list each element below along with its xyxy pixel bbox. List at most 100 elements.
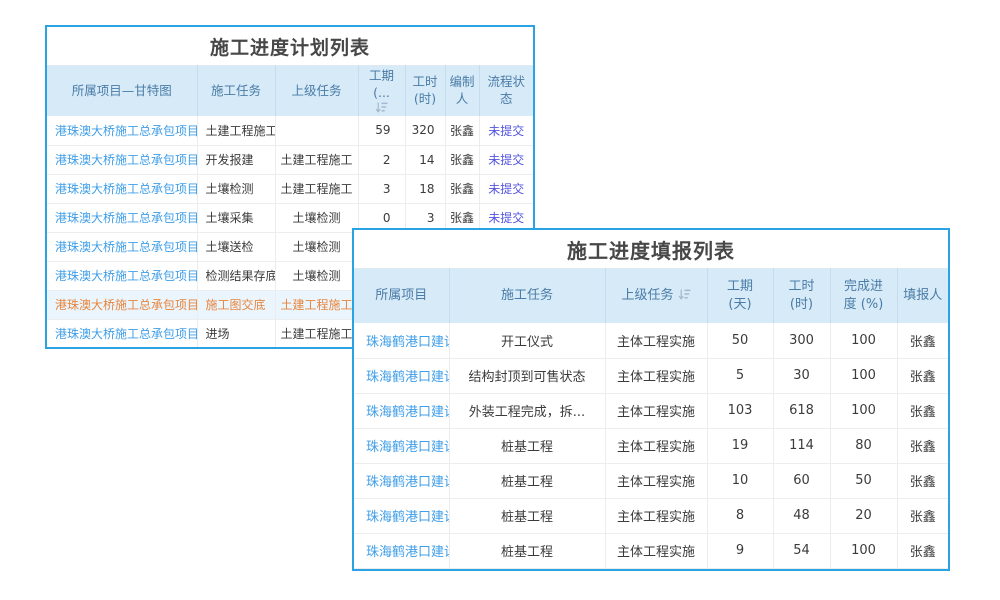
sort-icon[interactable] xyxy=(678,289,691,300)
author-cell: 张鑫 xyxy=(445,116,480,146)
project-link-cell[interactable]: 珠海鹤港口建设 xyxy=(354,323,450,359)
task-cell: 外装工程完成，拆... xyxy=(449,393,606,429)
report-header-row: 所属项目 施工任务 上级任务 工期 (天) 工时 (时) 完成进度 (%) 填报人 xyxy=(354,268,948,323)
progress-cell: 50 xyxy=(830,463,898,499)
parent-task-cell: 主体工程实施 xyxy=(605,428,708,464)
reporter-cell: 张鑫 xyxy=(897,393,948,429)
plan-header-row: 所属项目—甘特图 施工任务 上级任务 工期 (... 工时 (时) 编制人流程状态 xyxy=(47,65,533,116)
column-header: 所属项目—甘特图 xyxy=(47,65,198,116)
progress-cell: 100 xyxy=(830,393,898,429)
table-row[interactable]: 港珠澳大桥施工总承包项目 土建工程施工 59 320 张鑫 未提交 xyxy=(47,116,533,146)
parent-task-cell: 主体工程实施 xyxy=(605,323,708,359)
table-row[interactable]: 珠海鹤港口建设 结构封顶到可售状态 主体工程实施 5 30 100 张鑫 xyxy=(354,358,948,394)
project-link-cell[interactable]: 港珠澳大桥施工总承包项目 xyxy=(47,203,198,233)
project-link-cell[interactable]: 港珠澳大桥施工总承包项目 xyxy=(47,145,198,175)
author-cell: 张鑫 xyxy=(445,174,480,204)
progress-cell: 20 xyxy=(830,498,898,534)
status-cell[interactable]: 未提交 xyxy=(479,116,533,146)
duration-cell: 3 xyxy=(358,174,406,204)
duration-cell: 2 xyxy=(358,145,406,175)
table-row[interactable]: 珠海鹤港口建设 桩基工程 主体工程实施 8 48 20 张鑫 xyxy=(354,498,948,534)
plan-table: 所属项目—甘特图 施工任务 上级任务 工期 (... 工时 (时) 编制人流程状态 港珠澳大桥… xyxy=(47,65,533,347)
plan-list-card: 施工进度计划列表 所属项目—甘特图 施工任务 上级任务 工期 (... 工时 (时) 编制人流… xyxy=(45,25,535,349)
task-cell: 检测结果存底 xyxy=(197,261,276,291)
project-link-cell[interactable]: 港珠澳大桥施工总承包项目 xyxy=(47,174,198,204)
project-link-cell[interactable]: 珠海鹤港口建设 xyxy=(354,463,450,499)
table-row[interactable]: 珠海鹤港口建设 桩基工程 主体工程实施 9 54 100 张鑫 xyxy=(354,533,948,569)
column-header[interactable]: 工期 (... xyxy=(358,65,406,116)
task-cell: 开发报建 xyxy=(197,145,276,175)
hours-cell: 3 xyxy=(405,203,446,233)
plan-table-title: 施工进度计划列表 xyxy=(209,36,370,59)
project-link-cell[interactable]: 珠海鹤港口建设 xyxy=(354,533,450,569)
parent-task-cell: 土建工程施工 xyxy=(275,145,359,175)
column-header: 上级任务 xyxy=(275,65,359,116)
parent-task-cell: 主体工程实施 xyxy=(605,358,708,394)
task-cell: 桩基工程 xyxy=(449,533,606,569)
duration-cell: 8 xyxy=(707,498,774,534)
task-cell: 土壤采集 xyxy=(197,203,276,233)
table-row[interactable]: 珠海鹤港口建设 外装工程完成，拆... 主体工程实施 103 618 100 张鑫 xyxy=(354,393,948,429)
report-table: 所属项目 施工任务 上级任务 工期 (天) 工时 (时) 完成进度 (%) 填报人 珠海鹤港口建… xyxy=(354,268,948,569)
table-row[interactable]: 珠海鹤港口建设 桩基工程 主体工程实施 10 60 50 张鑫 xyxy=(354,463,948,499)
hours-cell: 14 xyxy=(405,145,446,175)
project-link-cell[interactable]: 港珠澳大桥施工总承包项目 xyxy=(47,116,198,146)
task-cell: 施工图交底 xyxy=(197,290,276,320)
column-header: 工期 (天) xyxy=(707,268,774,323)
duration-cell: 9 xyxy=(707,533,774,569)
status-cell[interactable]: 未提交 xyxy=(479,174,533,204)
parent-task-cell: 土建工程施工 xyxy=(275,174,359,204)
parent-task-cell: 土壤检测 xyxy=(275,203,359,233)
project-link-cell[interactable]: 珠海鹤港口建设 xyxy=(354,358,450,394)
hours-cell: 18 xyxy=(405,174,446,204)
status-cell[interactable]: 未提交 xyxy=(479,203,533,233)
table-row[interactable]: 港珠澳大桥施工总承包项目 土壤采集 土壤检测 0 3 张鑫 未提交 xyxy=(47,203,533,233)
report-table-title: 施工进度填报列表 xyxy=(567,238,735,263)
reporter-cell: 张鑫 xyxy=(897,358,948,394)
parent-task-cell: 主体工程实施 xyxy=(605,393,708,429)
parent-task-cell: 土建工程施工 xyxy=(275,319,359,347)
column-header: 编制人 xyxy=(445,65,480,116)
hours-cell: 30 xyxy=(773,358,831,394)
parent-task-cell: 主体工程实施 xyxy=(605,498,708,534)
column-header: 工时 (时) xyxy=(773,268,831,323)
hours-cell: 60 xyxy=(773,463,831,499)
duration-cell: 103 xyxy=(707,393,774,429)
hours-cell: 54 xyxy=(773,533,831,569)
table-row[interactable]: 港珠澳大桥施工总承包项目 土壤检测 土建工程施工 3 18 张鑫 未提交 xyxy=(47,174,533,204)
table-row[interactable]: 港珠澳大桥施工总承包项目 开发报建 土建工程施工 2 14 张鑫 未提交 xyxy=(47,145,533,175)
project-link-cell[interactable]: 港珠澳大桥施工总承包项目 xyxy=(47,290,198,320)
progress-cell: 80 xyxy=(830,428,898,464)
reporter-cell: 张鑫 xyxy=(897,533,948,569)
column-header: 施工任务 xyxy=(449,268,606,323)
column-header: 所属项目 xyxy=(354,268,450,323)
project-link-cell[interactable]: 珠海鹤港口建设 xyxy=(354,393,450,429)
sort-icon[interactable] xyxy=(375,102,388,113)
progress-cell: 100 xyxy=(830,533,898,569)
task-cell: 开工仪式 xyxy=(449,323,606,359)
project-link-cell[interactable]: 珠海鹤港口建设 xyxy=(354,498,450,534)
column-header: 完成进度 (%) xyxy=(830,268,898,323)
task-cell: 桩基工程 xyxy=(449,428,606,464)
parent-task-cell: 土壤检测 xyxy=(275,232,359,262)
table-row[interactable]: 珠海鹤港口建设 开工仪式 主体工程实施 50 300 100 张鑫 xyxy=(354,323,948,359)
project-link-cell[interactable]: 港珠澳大桥施工总承包项目 xyxy=(47,261,198,291)
column-header: 工时 (时) xyxy=(405,65,446,116)
hours-cell: 618 xyxy=(773,393,831,429)
status-cell[interactable]: 未提交 xyxy=(479,145,533,175)
progress-cell: 100 xyxy=(830,358,898,394)
reporter-cell: 张鑫 xyxy=(897,428,948,464)
duration-cell: 50 xyxy=(707,323,774,359)
parent-task-cell: 土建工程施工 xyxy=(275,290,359,320)
reporter-cell: 张鑫 xyxy=(897,323,948,359)
column-header[interactable]: 上级任务 xyxy=(605,268,708,323)
duration-cell: 59 xyxy=(358,116,406,146)
project-link-cell[interactable]: 珠海鹤港口建设 xyxy=(354,428,450,464)
duration-cell: 5 xyxy=(707,358,774,394)
duration-cell: 10 xyxy=(707,463,774,499)
author-cell: 张鑫 xyxy=(445,145,480,175)
project-link-cell[interactable]: 港珠澳大桥施工总承包项目 xyxy=(47,319,198,347)
table-row[interactable]: 珠海鹤港口建设 桩基工程 主体工程实施 19 114 80 张鑫 xyxy=(354,428,948,464)
parent-task-cell: 土壤检测 xyxy=(275,261,359,291)
project-link-cell[interactable]: 港珠澳大桥施工总承包项目 xyxy=(47,232,198,262)
